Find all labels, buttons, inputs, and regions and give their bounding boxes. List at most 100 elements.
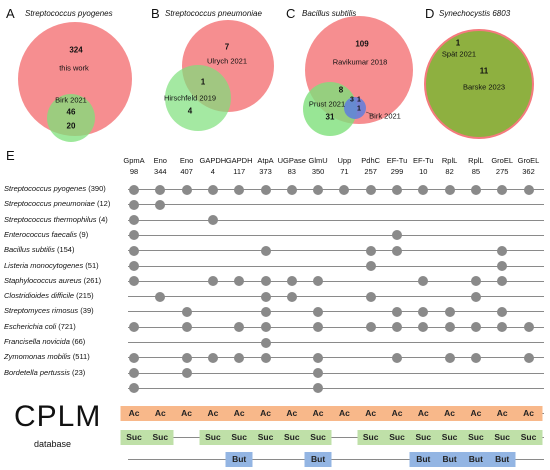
ac-site-box: Ac [488,406,516,421]
site-dot [234,352,245,363]
species-label: Streptomyces rimosus (39) [4,306,94,315]
column-protein: GAPDH [225,156,253,165]
site-dot [444,322,455,333]
site-dot [260,352,271,363]
site-dot [207,184,218,195]
venn-a-main-num: 324 [69,45,83,55]
site-dot [497,261,508,271]
species-label: Bacillus subtilis (154) [4,245,74,254]
site-dot [392,306,402,317]
column-header: AtpA 373 [251,155,281,177]
species-count: (39) [78,306,94,316]
site-dot [155,184,166,195]
venn-c-main-label: Ravikumar 2018 [332,57,388,67]
site-dot [129,199,139,210]
venn-c-main-num: 109 [355,39,369,49]
site-dot [129,383,139,394]
species-name: Francisella novicida [4,337,70,346]
ac-site-box: Ac [330,406,358,421]
column-site: 83 [287,167,296,176]
modification-line-suc [128,437,544,438]
site-dot [260,306,271,317]
row-line [128,265,544,267]
row-line [128,280,544,282]
site-dot [470,184,481,195]
site-dot [392,352,402,363]
species-count: (261) [81,275,102,285]
site-dot [260,337,271,348]
species-label: Escherichia coli (721) [4,322,76,331]
species-name: Streptococcus pyogenes [4,184,87,193]
species-name: Escherichia coli [4,321,57,331]
species-label: Staphylococcus aureus (261) [4,276,101,285]
site-dot [313,352,324,363]
column-site: 85 [471,167,481,176]
species-name: Clostridioides difficile [4,291,75,301]
column-protein: Upp [337,156,352,165]
venn-a-small-num: 20 [66,121,76,131]
column-protein: GroEL [491,156,514,165]
site-dot [313,276,324,287]
suc-site-box: Suc [383,430,411,445]
cplm-title: CPLM [14,400,102,433]
column-site: 98 [129,167,139,176]
species-name: Enterococcus faecalis [4,229,77,239]
site-dot [155,199,166,210]
site-dot [497,245,508,256]
venn-a-overlap-label: Birk 2021 [55,95,87,105]
species-label: Francisella novicida (66) [4,337,85,346]
panel-b-title: Streptococcus pneumoniae [165,9,262,18]
species-count: (66) [69,337,86,346]
site-dot [418,276,429,287]
row-line [128,342,544,343]
ac-site-box: Ac [278,406,306,421]
ac-site-box: Ac [146,406,174,421]
site-dot [207,215,218,226]
species-count: (511) [70,352,90,362]
site-dot [313,306,324,317]
species-count: (390) [86,184,106,193]
column-protein: UGPase [277,156,306,165]
site-dot [313,368,324,379]
column-header: UGPase 83 [277,155,307,177]
venn-d-main-label: Barske 2023 [462,82,506,92]
site-dot [523,184,534,195]
species-count: (9) [76,229,89,239]
column-site: 373 [259,167,272,176]
column-site: 71 [340,167,349,176]
suc-site-box: Suc [304,430,332,445]
row-line [128,311,544,313]
column-protein: RplL [468,156,484,165]
panel-d-letter: D [425,6,435,21]
site-dot [234,322,245,333]
site-dot [181,352,192,363]
column-site: 117 [233,167,246,176]
species-label: Clostridioides difficile (215) [4,291,94,300]
column-header: PdhC 257 [356,155,386,177]
site-dot [260,291,271,302]
site-dot [497,184,508,195]
but-site-box: But [409,452,437,467]
venn-b-main-num: 7 [224,42,230,52]
site-dot [365,322,376,333]
ac-site-box: Ac [462,406,490,421]
site-dot [129,352,139,363]
species-count: (23) [69,367,86,377]
site-dot [260,276,271,287]
column-protein: EF-Tu [413,156,434,165]
species-label: Zymomonas mobilis (511) [4,352,90,361]
site-dot [523,352,534,363]
site-dot [313,383,324,394]
ac-site-box: Ac [225,406,253,421]
site-dot [418,322,429,333]
column-protein: PdhC [361,156,381,165]
column-header: EF-Tu 299 [382,155,412,177]
site-dot [129,276,139,287]
site-dot [181,322,192,333]
panel-c-letter: C [286,6,296,21]
column-header: GpmA 98 [119,155,149,177]
site-dot [234,276,245,287]
column-header: GAPDH 4 [198,155,228,177]
venn-b-small-label: Hirschfeld 2019 [163,93,217,103]
site-dot [392,230,402,241]
